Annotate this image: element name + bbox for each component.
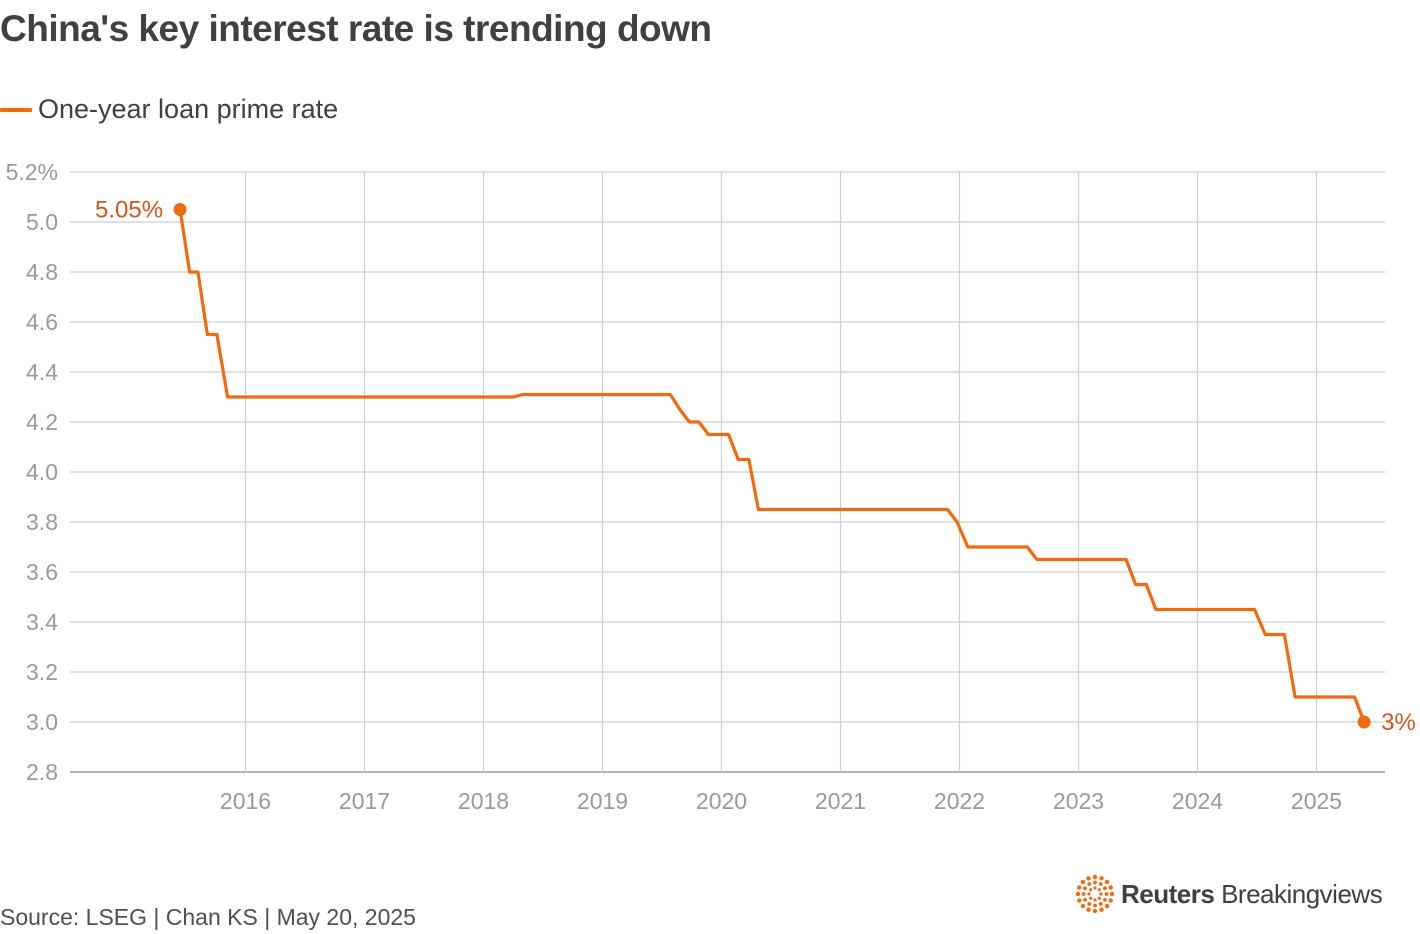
- logo-dot: [1092, 908, 1098, 914]
- y-tick-label: 3.0: [26, 709, 58, 735]
- logo-dot: [1077, 885, 1082, 890]
- reuters-dots-icon: [1075, 874, 1115, 914]
- data-label: 3%: [1381, 709, 1416, 736]
- y-tick-label: 5.2%: [6, 159, 58, 185]
- logo-dot: [1083, 897, 1087, 902]
- logo-dot: [1103, 897, 1107, 902]
- reuters-breakingviews-logo: Reuters Breakingviews: [1075, 874, 1383, 914]
- logo-dot: [1092, 874, 1098, 880]
- annotations: 5.05% 3%: [95, 197, 1416, 737]
- series-group: [178, 207, 1366, 724]
- logo-dot: [1093, 880, 1097, 885]
- logo-dot: [1081, 892, 1086, 896]
- y-tick-label: 4.4: [26, 359, 58, 385]
- y-tick-label: 3.8: [26, 509, 58, 535]
- logo-dot: [1099, 876, 1104, 881]
- series-line-loan-prime-rate: [178, 207, 1366, 724]
- logo-dot: [1086, 876, 1091, 881]
- y-tick-label: 3.2: [26, 659, 58, 685]
- y-tick-label: 3.4: [26, 609, 58, 635]
- x-tick-label: 2018: [458, 788, 509, 814]
- logo-dot: [1104, 879, 1110, 885]
- logo-dot: [1087, 882, 1092, 886]
- logo-dot: [1108, 885, 1113, 890]
- logo-product: Breakingviews: [1221, 878, 1383, 909]
- logo-dot: [1086, 907, 1091, 912]
- logo-dot: [1075, 891, 1081, 897]
- y-tick-label: 4.0: [26, 459, 58, 485]
- logo-dot: [1097, 896, 1101, 900]
- line-chart: 5.2% 5.0 4.8 4.6 4.4 4.2 4.0 3.8 3.6 3.4 3.2 3.0 2.8…: [6, 159, 1416, 814]
- logo-dot: [1083, 886, 1087, 891]
- x-tick-label: 2024: [1172, 788, 1223, 814]
- y-tick-label: 4.6: [26, 309, 58, 335]
- logo-dot: [1109, 891, 1115, 897]
- y-tick-label: 4.8: [26, 259, 58, 285]
- grid-lines: [70, 171, 1385, 773]
- logo-dot: [1093, 903, 1097, 908]
- data-label: 5.05%: [95, 197, 163, 224]
- logo-dot: [1093, 898, 1097, 902]
- logo-text: Reuters Breakingviews: [1121, 878, 1383, 910]
- logo-dot: [1099, 892, 1103, 896]
- logo-dot: [1093, 886, 1097, 890]
- logo-dot: [1089, 888, 1093, 892]
- y-tick-label: 4.2: [26, 409, 58, 435]
- logo-dot: [1098, 882, 1103, 886]
- x-tick-label: 2016: [220, 788, 271, 814]
- x-tick-label: 2017: [339, 788, 390, 814]
- logo-dot: [1099, 907, 1104, 912]
- y-tick-label: 3.6: [26, 559, 58, 585]
- legend: One-year loan prime rate: [0, 94, 338, 125]
- x-axis-ticks: 2016 2017 2018 2019 2020 2021 2022 2023 2024 2025: [220, 788, 1342, 814]
- logo-dot: [1104, 903, 1110, 909]
- x-tick-label: 2025: [1291, 788, 1342, 814]
- logo-dot: [1080, 903, 1086, 909]
- logo-brand: Reuters: [1121, 878, 1215, 909]
- endpoint-marker: [173, 203, 187, 216]
- x-tick-label: 2020: [696, 788, 747, 814]
- y-tick-label: 5.0: [26, 209, 58, 235]
- logo-dot: [1104, 892, 1109, 896]
- source-note: Source: LSEG | Chan KS | May 20, 2025: [0, 904, 416, 930]
- x-tick-label: 2021: [815, 788, 866, 814]
- logo-dot: [1080, 879, 1086, 885]
- logo-dot: [1077, 898, 1082, 903]
- x-tick-label: 2022: [934, 788, 985, 814]
- logo-dot: [1097, 888, 1101, 892]
- y-axis-ticks: 5.2% 5.0 4.8 4.6 4.4 4.2 4.0 3.8 3.6 3.4 3.2 3.0 2.8: [6, 159, 59, 785]
- endpoint-marker: [1357, 715, 1371, 729]
- chart-title: China's key interest rate is trending do…: [0, 8, 712, 49]
- legend-swatch: [0, 107, 32, 112]
- x-tick-label: 2019: [577, 788, 628, 814]
- logo-dot: [1098, 902, 1103, 906]
- logo-dot: [1087, 892, 1091, 896]
- y-tick-label: 2.8: [26, 759, 58, 785]
- legend-label: One-year loan prime rate: [38, 94, 339, 124]
- logo-dot: [1089, 896, 1093, 900]
- x-tick-label: 2023: [1053, 788, 1104, 814]
- logo-dot: [1103, 886, 1107, 891]
- logo-dot: [1108, 898, 1113, 903]
- logo-dot: [1087, 902, 1092, 906]
